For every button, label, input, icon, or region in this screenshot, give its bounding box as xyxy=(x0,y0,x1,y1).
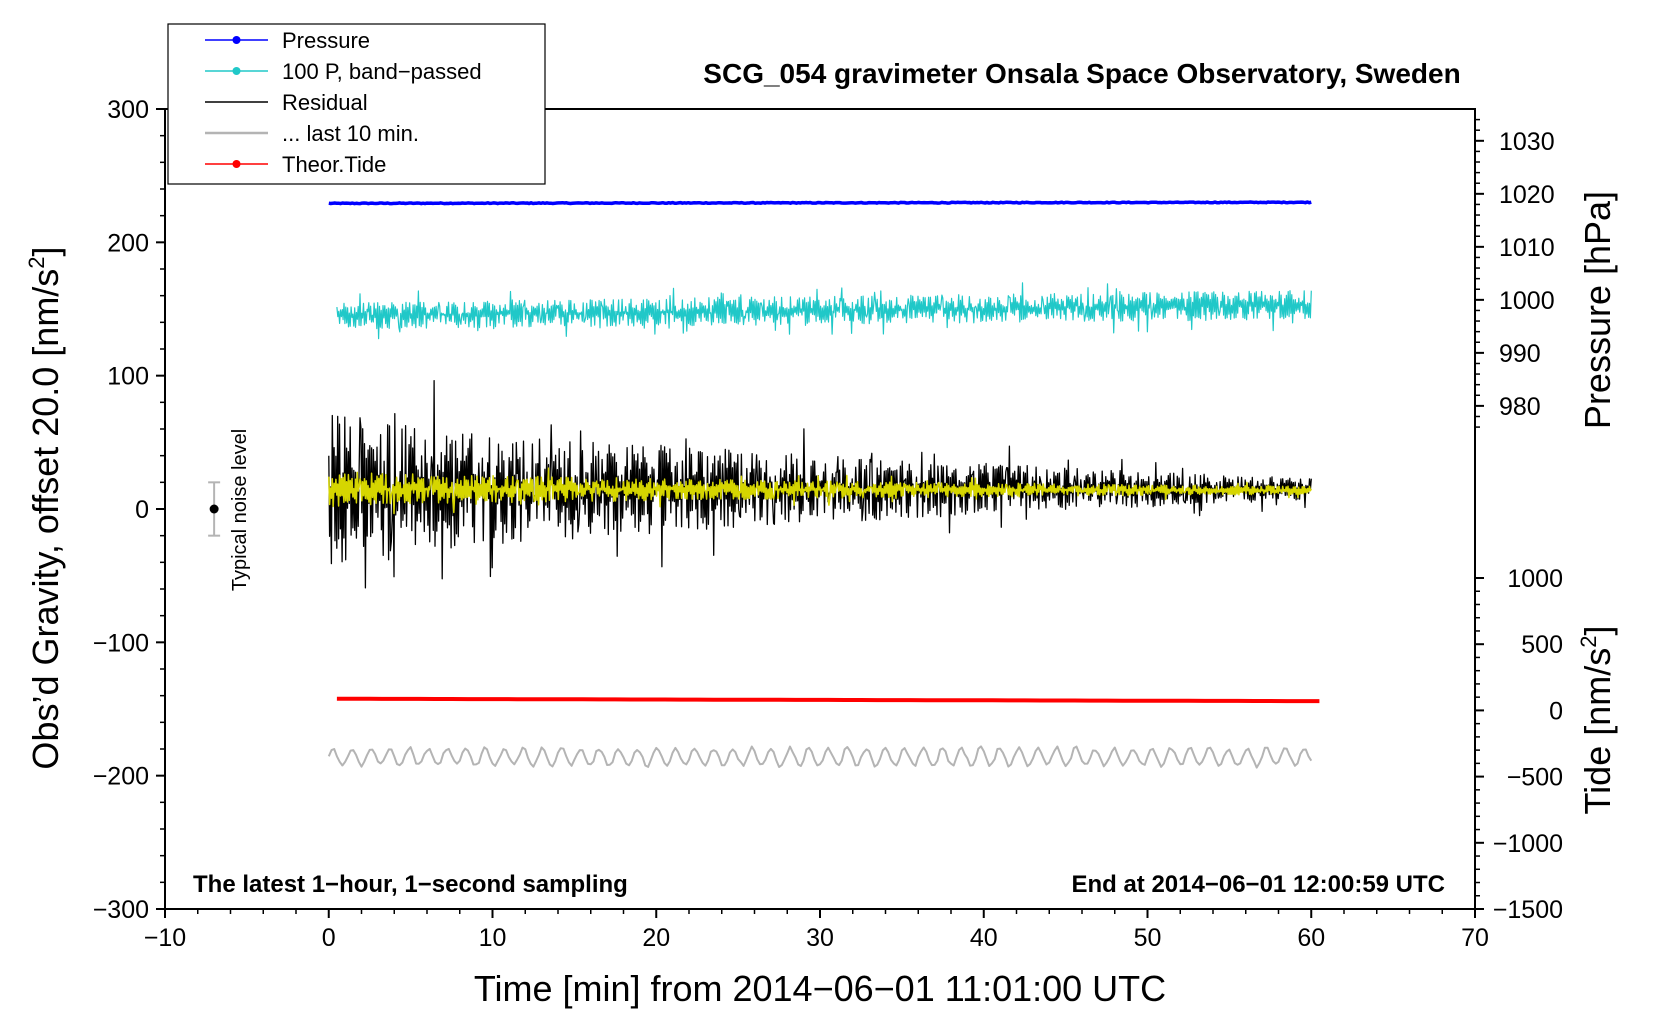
y-axis-title-end: ] xyxy=(25,246,66,256)
tide-tick-label: 0 xyxy=(1549,697,1563,725)
y-axis-title-main: Obs’d Gravity, offset 20.0 [nm/s xyxy=(25,269,66,770)
y-tick-label: −300 xyxy=(93,896,149,924)
footer-end-time: End at 2014−06−01 12:00:59 UTC xyxy=(1071,871,1445,898)
y-axis-title: Obs’d Gravity, offset 20.0 [nm/s2] xyxy=(24,246,66,769)
x-tick-label: 70 xyxy=(1461,924,1489,952)
last-10-min-series xyxy=(327,745,1313,769)
pressure-tick-label: 1030 xyxy=(1499,128,1555,156)
bandpassed-pressure-series xyxy=(336,282,1312,340)
tide-tick-label: −500 xyxy=(1507,764,1563,792)
x-tick-label: −10 xyxy=(144,924,186,952)
y-tick-label: −200 xyxy=(93,763,149,791)
x-axis-title: Time [min] from 2014−06−01 11:01:00 UTC xyxy=(474,968,1166,1009)
pressure-axis-ticks: 980 990 1000 1010 1020 1030 xyxy=(1475,118,1555,428)
legend-marker xyxy=(232,160,241,168)
pressure-series xyxy=(328,200,1312,206)
pressure-axis-title: Pressure [hPa] xyxy=(1577,191,1618,429)
legend-marker xyxy=(232,36,241,44)
noise-level-label: Typical noise level xyxy=(229,429,251,591)
pressure-tick-label: 1020 xyxy=(1499,181,1555,209)
tide-tick-label: 500 xyxy=(1521,631,1563,659)
noise-level-bar xyxy=(208,481,221,537)
series-layer xyxy=(327,200,1320,769)
residual-filtered-series xyxy=(328,467,1312,515)
legend: Pressure 100 P, band−passed Residual ... la… xyxy=(167,23,546,185)
pressure-tick-label: 1010 xyxy=(1499,234,1555,262)
pressure-tick-label: 1000 xyxy=(1499,287,1555,315)
y-axis-title-sup: 2 xyxy=(24,256,49,268)
pressure-tick-label: 980 xyxy=(1499,393,1541,421)
x-tick-label: 50 xyxy=(1134,924,1162,952)
x-tick-label: 60 xyxy=(1297,924,1325,952)
y-tick-label: 0 xyxy=(135,496,149,524)
legend-label: Theor.Tide xyxy=(282,152,386,177)
noise-bar-center-dot xyxy=(209,504,219,514)
pressure-tick-label: 990 xyxy=(1499,340,1541,368)
x-axis-ticks: −10 0 10 20 30 40 50 60 70 xyxy=(144,909,1489,952)
legend-label: Residual xyxy=(282,90,368,115)
legend-label: ... last 10 min. xyxy=(282,121,419,146)
x-tick-label: 30 xyxy=(806,924,834,952)
y-tick-label: −100 xyxy=(93,629,149,657)
y-tick-label: 100 xyxy=(107,363,149,391)
residual-series xyxy=(328,379,1312,589)
x-tick-label: 0 xyxy=(322,924,336,952)
x-tick-label: 20 xyxy=(642,924,670,952)
legend-box xyxy=(167,23,546,185)
x-tick-label: 10 xyxy=(479,924,507,952)
y-axis-ticks: −300 −200 −100 0 100 200 300 xyxy=(93,96,165,924)
tide-tick-label: 1000 xyxy=(1507,565,1563,593)
footer-sampling-note: The latest 1−hour, 1−second sampling xyxy=(193,871,628,898)
theoretical-tide-series xyxy=(336,696,1320,704)
y-tick-label: 200 xyxy=(107,229,149,257)
tide-axis-ticks: −1500 −1000 −500 0 500 1000 xyxy=(1475,565,1563,924)
tide-axis-title-sup: 2 xyxy=(1576,636,1601,648)
tide-axis-title: Tide [nm/s2] xyxy=(1576,626,1618,815)
x-tick-label: 40 xyxy=(970,924,998,952)
y-tick-label: 300 xyxy=(107,96,149,124)
legend-label: 100 P, band−passed xyxy=(282,59,482,84)
tide-axis-title-end: ] xyxy=(1577,626,1618,636)
tide-axis-title-main: Tide [nm/s xyxy=(1577,648,1618,815)
tide-tick-label: −1500 xyxy=(1493,896,1563,924)
legend-marker xyxy=(232,67,241,75)
chart-title: SCG_054 gravimeter Onsala Space Observat… xyxy=(703,58,1460,89)
tide-tick-label: −1000 xyxy=(1493,830,1563,858)
legend-label: Pressure xyxy=(282,28,370,53)
